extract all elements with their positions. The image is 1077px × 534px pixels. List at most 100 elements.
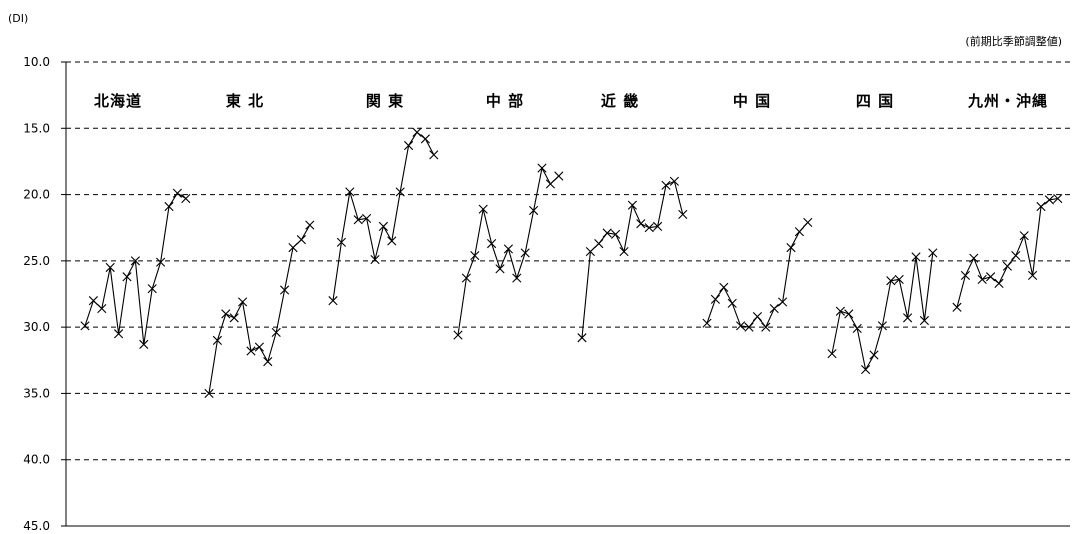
data-point-marker — [661, 180, 671, 190]
data-point-marker — [627, 200, 637, 210]
data-point-marker — [156, 257, 166, 267]
data-point-marker — [678, 209, 688, 220]
series-line — [332, 131, 435, 301]
data-point-marker — [305, 220, 315, 230]
data-point-marker — [362, 213, 372, 224]
data-point-marker — [585, 246, 595, 257]
data-point-marker — [994, 278, 1004, 288]
data-point-marker — [778, 297, 788, 307]
data-point-marker — [254, 342, 264, 352]
data-point-marker — [280, 285, 290, 295]
data-point-marker — [877, 321, 887, 331]
y-tick-label: 40.0 — [23, 453, 50, 467]
data-point-marker — [105, 262, 115, 273]
data-point-marker — [769, 303, 779, 314]
series-line — [84, 192, 187, 345]
data-point-marker — [886, 276, 896, 286]
data-point-marker — [719, 282, 729, 292]
data-point-marker — [786, 243, 796, 253]
y-tick-label: 45.0 — [23, 519, 50, 533]
data-point-marker — [736, 321, 746, 331]
data-point-marker — [370, 254, 380, 265]
data-point-marker — [221, 309, 231, 319]
data-point-marker — [420, 134, 430, 144]
data-point-marker — [164, 201, 174, 212]
data-point-marker — [554, 171, 564, 181]
region-label: 関 東 — [366, 92, 404, 110]
series-line — [208, 224, 311, 394]
data-point-marker — [97, 303, 107, 314]
y-tick-label: 20.0 — [23, 188, 50, 202]
data-point-marker — [869, 350, 879, 360]
data-point-marker — [296, 235, 306, 245]
data-point-marker — [328, 296, 338, 306]
data-point-marker — [969, 253, 979, 263]
region-label: 中 国 — [733, 92, 771, 110]
data-point-marker — [130, 256, 140, 266]
data-point-marker — [1044, 195, 1054, 205]
data-point-marker — [288, 243, 298, 253]
data-point-marker — [172, 188, 182, 198]
region-label: 九州・沖縄 — [967, 92, 1048, 110]
data-point-marker — [537, 163, 547, 173]
data-point-marker — [520, 248, 530, 258]
data-point-marker — [1028, 270, 1038, 281]
data-point-marker — [852, 323, 862, 334]
data-point-marker — [594, 239, 604, 249]
data-point-marker — [803, 217, 813, 228]
data-point-marker — [271, 327, 281, 338]
data-point-marker — [345, 187, 355, 197]
data-point-marker — [512, 273, 522, 283]
region-label: 東 北 — [226, 92, 264, 110]
data-point-marker — [503, 244, 513, 254]
data-point-marker — [1019, 231, 1029, 241]
y-tick-labels: 10.0 15.0 20.0 25.0 30.0 35.0 40.0 45.0 — [23, 55, 50, 533]
data-point-marker — [246, 346, 256, 356]
data-point-marker — [529, 205, 539, 216]
y-unit-label: (DI) — [8, 12, 28, 25]
data-point-marker — [336, 237, 346, 247]
data-point-marker — [139, 339, 149, 349]
data-point-marker — [487, 239, 497, 249]
data-point-marker — [602, 228, 612, 238]
data-point-marker — [619, 246, 629, 257]
data-point-marker — [122, 272, 132, 282]
series-line — [706, 222, 809, 329]
data-point-marker — [204, 388, 214, 399]
data-point-marker — [986, 272, 996, 282]
data-point-marker — [404, 140, 414, 151]
data-point-marker — [894, 274, 904, 285]
axis-layer — [61, 61, 1070, 527]
data-point-marker — [147, 284, 157, 294]
data-point-marker — [960, 270, 970, 281]
data-point-marker — [844, 309, 854, 319]
data-point-marker — [702, 318, 712, 328]
data-point-marker — [903, 313, 913, 323]
data-point-marker — [911, 252, 921, 262]
data-point-marker — [181, 193, 191, 204]
data-point-marker — [1036, 201, 1046, 212]
y-tick-label: 25.0 — [23, 254, 50, 268]
data-point-marker — [545, 179, 555, 189]
data-point-marker — [928, 248, 938, 258]
data-point-marker — [827, 349, 837, 359]
data-point-marker — [653, 221, 663, 231]
data-point-marker — [611, 229, 621, 239]
data-point-marker — [744, 322, 754, 332]
data-point-marker — [470, 250, 480, 261]
region-label: 近 畿 — [601, 92, 639, 110]
data-point-marker — [952, 302, 962, 312]
series-layer — [80, 127, 1063, 399]
region-label: 北海道 — [94, 92, 142, 110]
y-tick-label: 15.0 — [23, 121, 50, 135]
data-point-marker — [669, 176, 679, 186]
data-point-marker — [1011, 250, 1021, 261]
data-point-marker — [88, 296, 98, 306]
data-point-marker — [238, 297, 248, 307]
data-point-marker — [794, 227, 804, 237]
data-point-marker — [412, 127, 422, 137]
data-point-marker — [861, 364, 871, 375]
data-point-marker — [395, 187, 405, 197]
data-point-marker — [429, 150, 439, 160]
